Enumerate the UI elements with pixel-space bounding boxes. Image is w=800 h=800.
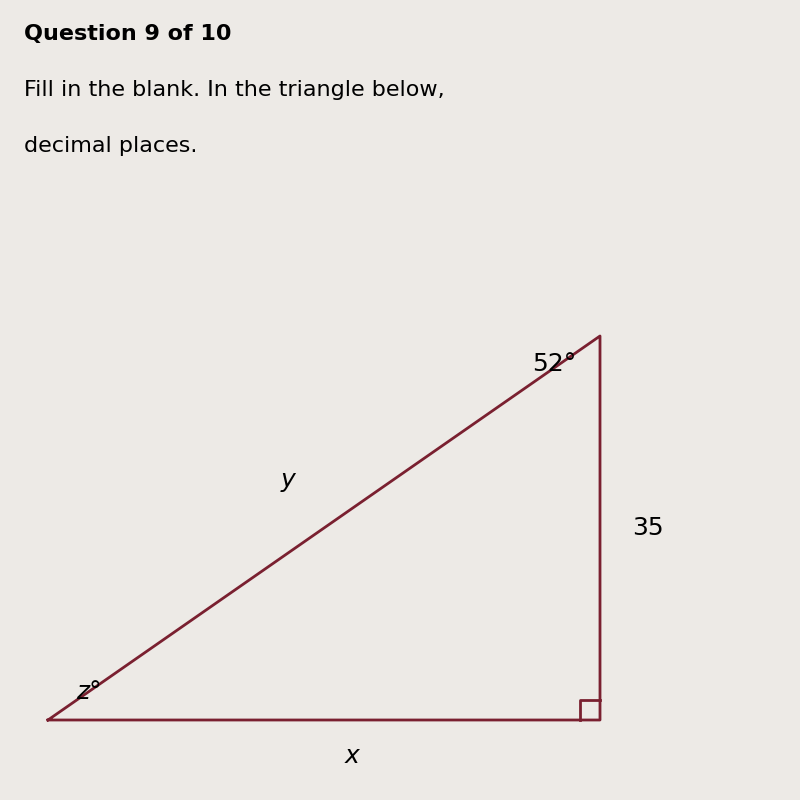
Text: 52°: 52° bbox=[532, 352, 576, 376]
Text: Question 9 of 10: Question 9 of 10 bbox=[24, 24, 231, 44]
Text: y: y bbox=[281, 468, 295, 492]
Text: z°: z° bbox=[76, 680, 102, 704]
Text: x: x bbox=[345, 744, 359, 768]
Text: Fill in the blank. In the triangle below,: Fill in the blank. In the triangle below… bbox=[24, 80, 445, 100]
Text: decimal places.: decimal places. bbox=[24, 136, 198, 156]
Text: 35: 35 bbox=[632, 516, 664, 540]
